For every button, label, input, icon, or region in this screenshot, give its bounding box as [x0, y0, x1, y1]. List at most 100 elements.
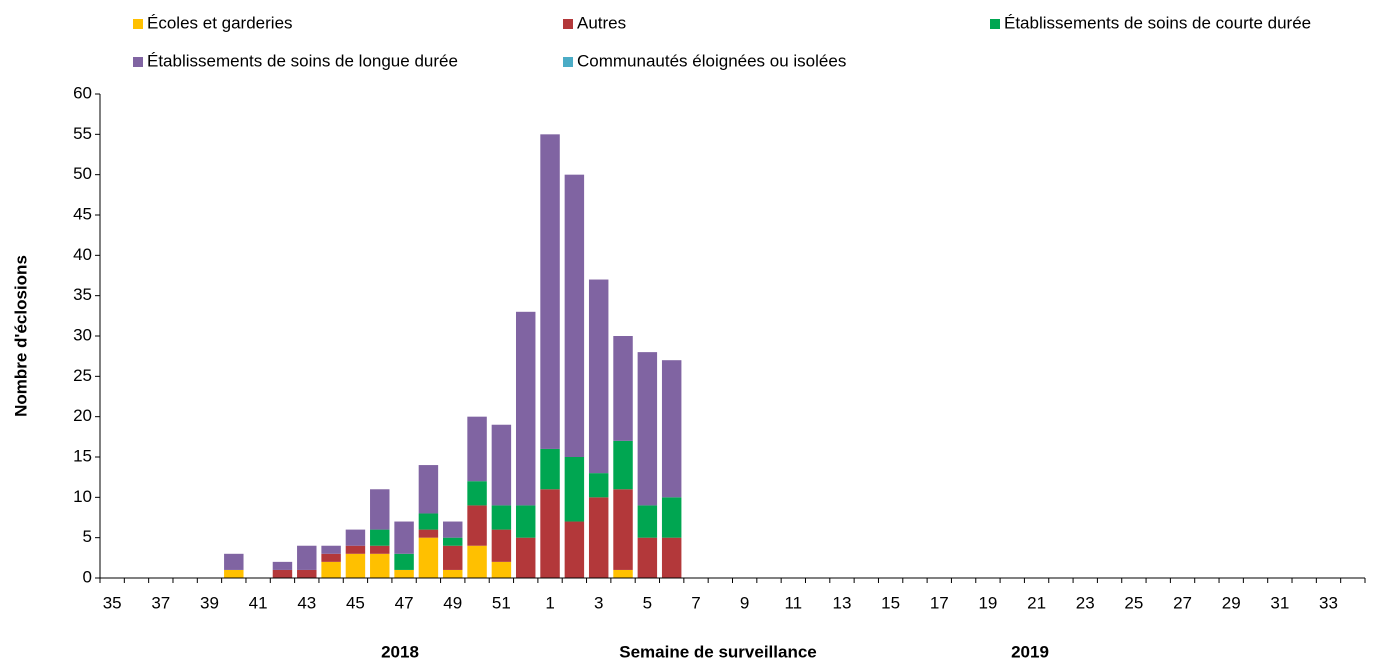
bar-segment — [588, 279, 609, 474]
y-tick-label: 25 — [73, 366, 92, 385]
bar-segment — [394, 521, 414, 554]
y-tick-label: 10 — [73, 487, 92, 506]
bar-segment — [613, 489, 633, 570]
bar-segment — [272, 569, 293, 578]
bar-segment — [224, 569, 244, 578]
bar-segment — [491, 529, 512, 562]
x-tick-label: 49 — [443, 593, 462, 612]
bar-segment — [564, 174, 585, 457]
bar-segment — [370, 553, 390, 578]
bar-segment — [540, 448, 560, 490]
x-tick-label: 39 — [200, 593, 219, 612]
bar-segment — [272, 561, 293, 570]
bar-segment — [418, 529, 439, 538]
bar-segment — [491, 561, 512, 578]
x-tick-label: 31 — [1270, 593, 1289, 612]
bar-segment — [321, 561, 341, 578]
bar-segment — [637, 505, 658, 538]
y-tick-label: 55 — [73, 124, 92, 143]
legend-label: Autres — [577, 13, 626, 32]
x-tick-label: 19 — [978, 593, 997, 612]
legend-swatch — [563, 19, 573, 29]
year-label: 2019 — [1011, 642, 1049, 661]
bar-segment — [637, 352, 658, 506]
x-tick-label: 5 — [643, 593, 652, 612]
bar-segment — [540, 489, 560, 578]
x-tick-label: 41 — [249, 593, 268, 612]
y-tick-label: 60 — [73, 83, 92, 102]
bar-segment — [443, 569, 463, 578]
bar-segment — [345, 553, 366, 578]
bar-segment — [443, 545, 463, 570]
bar-segment — [443, 521, 463, 538]
bar-segment — [540, 134, 560, 449]
x-tick-label: 33 — [1319, 593, 1338, 612]
legend-swatch — [133, 19, 143, 29]
bar-segment — [515, 311, 536, 506]
year-label: 2018 — [381, 642, 419, 661]
x-tick-label: 7 — [691, 593, 700, 612]
bar-segment — [418, 513, 439, 530]
bar-segment — [613, 336, 633, 441]
bar-segment — [345, 545, 366, 554]
x-tick-label: 37 — [151, 593, 170, 612]
bar-segment — [491, 505, 512, 530]
bar-segment — [613, 569, 633, 578]
bar-segment — [443, 537, 463, 546]
bar-segment — [491, 424, 512, 506]
bar-segment — [588, 497, 609, 578]
bar-segment — [297, 569, 317, 578]
y-axis-title: Nombre d'éclosions — [11, 255, 30, 417]
x-tick-label: 21 — [1027, 593, 1046, 612]
x-tick-label: 25 — [1124, 593, 1143, 612]
bar-segment — [661, 497, 682, 538]
legend-label: Écoles et garderies — [147, 13, 293, 32]
legend-swatch — [990, 19, 1000, 29]
bar-segment — [637, 537, 658, 578]
legend-label: Communautés éloignées ou isolées — [577, 51, 846, 70]
bar-segment — [467, 545, 487, 578]
y-tick-label: 5 — [83, 527, 92, 546]
x-tick-label: 29 — [1222, 593, 1241, 612]
bar-segment — [224, 553, 244, 570]
bar-segment — [370, 529, 390, 546]
y-tick-label: 20 — [73, 406, 92, 425]
bar-segment — [661, 360, 682, 498]
x-tick-label: 27 — [1173, 593, 1192, 612]
x-tick-label: 17 — [930, 593, 949, 612]
bar-segment — [370, 545, 390, 554]
bar-segment — [564, 457, 585, 522]
bar-segment — [564, 521, 585, 578]
bar-segment — [467, 416, 487, 482]
bar-segment — [588, 473, 609, 498]
bar-segment — [467, 505, 487, 546]
bar-segment — [613, 440, 633, 490]
bar-segment — [515, 537, 536, 578]
y-tick-label: 50 — [73, 164, 92, 183]
x-tick-label: 3 — [594, 593, 603, 612]
x-tick-label: 1 — [545, 593, 554, 612]
bar-segment — [418, 537, 439, 578]
y-tick-label: 45 — [73, 204, 92, 223]
x-tick-label: 43 — [297, 593, 316, 612]
x-tick-label: 15 — [881, 593, 900, 612]
x-tick-label: 23 — [1076, 593, 1095, 612]
bar-segment — [394, 569, 414, 578]
x-tick-label: 9 — [740, 593, 749, 612]
legend-swatch — [133, 57, 143, 67]
bar-segment — [321, 545, 341, 554]
x-axis-title: Semaine de surveillance — [619, 642, 817, 661]
x-tick-label: 51 — [492, 593, 511, 612]
x-tick-label: 47 — [395, 593, 414, 612]
y-tick-label: 30 — [73, 325, 92, 344]
x-tick-label: 11 — [784, 593, 802, 612]
bar-segment — [370, 489, 390, 530]
bar-segment — [418, 465, 439, 514]
bar-segment — [321, 553, 341, 562]
y-tick-label: 40 — [73, 245, 92, 264]
bar-segment — [345, 529, 366, 546]
bar-segment — [661, 537, 682, 578]
legend-swatch — [563, 57, 573, 67]
